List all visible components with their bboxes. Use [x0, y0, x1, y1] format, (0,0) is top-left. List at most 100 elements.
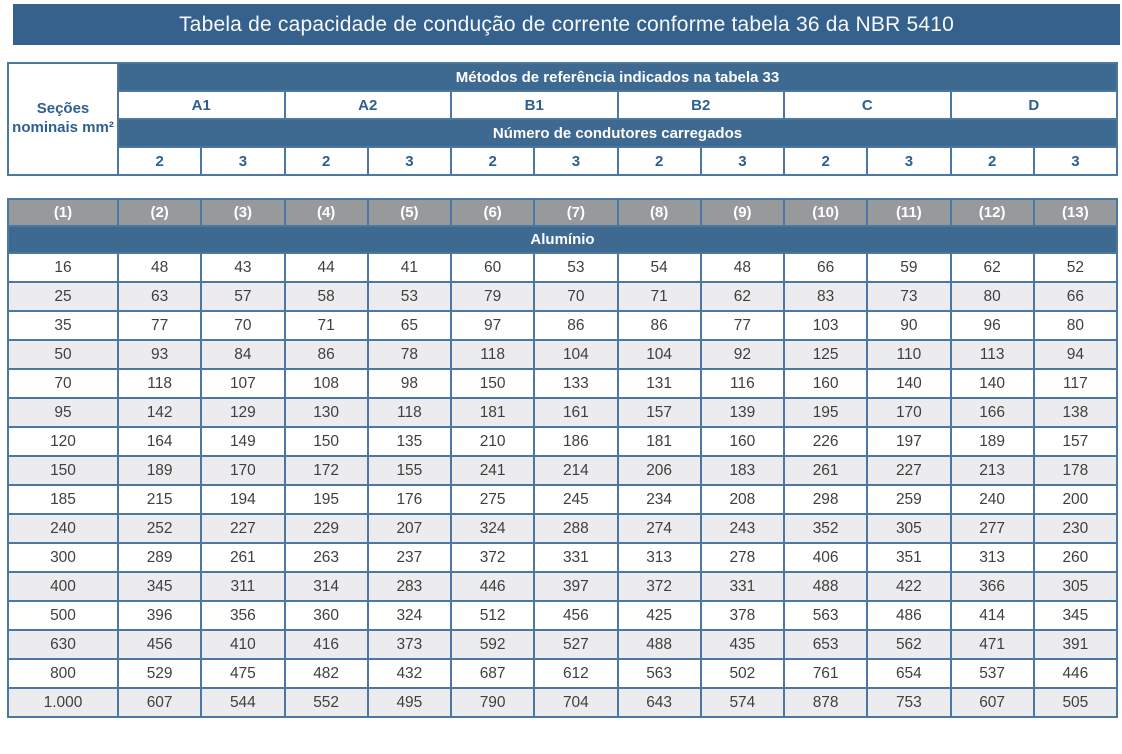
value-cell: 197 [866, 426, 952, 457]
table-row: 35 77 70 71 65 97 86 86 77 103 90 96 80 [7, 310, 1119, 341]
value-cell: 277 [949, 513, 1035, 544]
conductor-count-cell: 2 [616, 146, 702, 176]
value-cell: 574 [699, 687, 786, 718]
value-cell: 172 [283, 455, 369, 486]
value-cell: 97 [449, 310, 536, 341]
value-cell: 79 [449, 281, 536, 312]
conductor-count-cell: 3 [1032, 146, 1119, 176]
value-cell: 215 [116, 484, 203, 515]
value-cell: 562 [866, 629, 952, 660]
value-cell: 311 [200, 571, 286, 602]
value-cell: 189 [949, 426, 1035, 457]
conductor-count-cell: 3 [533, 146, 619, 176]
value-cell: 150 [283, 426, 369, 457]
table-row: 70 118 107 108 98 150 133 131 116 160 140 140 117 [7, 368, 1119, 399]
value-cell: 563 [782, 600, 869, 631]
value-cell: 289 [116, 542, 203, 573]
value-cell: 552 [283, 687, 369, 718]
value-cell: 288 [533, 513, 619, 544]
material-row: Alumínio [7, 225, 1118, 254]
value-cell: 135 [366, 426, 453, 457]
value-cell: 71 [616, 281, 702, 312]
conductor-count-cell: 2 [283, 146, 369, 176]
section-cell: 185 [7, 484, 119, 515]
value-cell: 229 [283, 513, 369, 544]
value-cell: 305 [866, 513, 952, 544]
method-header-cell: B1 [450, 90, 619, 120]
section-cell: 70 [7, 368, 119, 399]
section-cell: 800 [7, 658, 119, 689]
value-cell: 103 [782, 310, 869, 341]
value-cell: 397 [533, 571, 619, 602]
value-cell: 226 [782, 426, 869, 457]
conductor-count-cell: 3 [866, 146, 952, 176]
value-cell: 237 [366, 542, 453, 573]
value-cell: 360 [283, 600, 369, 631]
value-cell: 298 [782, 484, 869, 515]
value-cell: 372 [449, 542, 536, 573]
methods-header-cell: Métodos de referência indicados na tabel… [117, 62, 1118, 92]
value-cell: 118 [449, 339, 536, 370]
value-cell: 117 [1032, 368, 1119, 399]
value-cell: 195 [782, 397, 869, 428]
value-cell: 160 [699, 426, 786, 457]
value-cell: 324 [449, 513, 536, 544]
value-cell: 512 [449, 600, 536, 631]
value-cell: 77 [699, 310, 786, 341]
conductor-count-cell: 2 [449, 146, 536, 176]
conductor-count-cell: 3 [699, 146, 786, 176]
value-cell: 259 [866, 484, 952, 515]
table-row: 400 345 311 314 283 446 397 372 331 488 422 366 305 [7, 571, 1119, 602]
value-cell: 195 [283, 484, 369, 515]
value-cell: 54 [616, 252, 702, 283]
value-cell: 305 [1032, 571, 1119, 602]
value-cell: 108 [283, 368, 369, 399]
value-cell: 213 [949, 455, 1035, 486]
value-cell: 544 [200, 687, 286, 718]
value-cell: 110 [866, 339, 952, 370]
value-cell: 77 [116, 310, 203, 341]
method-header-cell: A1 [117, 90, 286, 120]
column-ref-cell: (9) [699, 198, 786, 227]
value-cell: 653 [782, 629, 869, 660]
conductor-count-cell: 3 [200, 146, 286, 176]
value-cell: 607 [949, 687, 1035, 718]
value-cell: 435 [699, 629, 786, 660]
value-cell: 592 [449, 629, 536, 660]
value-cell: 446 [1032, 658, 1119, 689]
value-cell: 241 [449, 455, 536, 486]
value-cell: 324 [366, 600, 453, 631]
value-cell: 486 [866, 600, 952, 631]
column-ref-cell: (8) [616, 198, 702, 227]
value-cell: 78 [366, 339, 453, 370]
methods-row: A1 A2 B1 B2 C D [8, 90, 1118, 120]
value-cell: 753 [866, 687, 952, 718]
value-cell: 170 [866, 397, 952, 428]
value-cell: 414 [949, 600, 1035, 631]
method-header-cell: B2 [616, 90, 785, 120]
value-cell: 878 [782, 687, 869, 718]
value-cell: 425 [616, 600, 702, 631]
value-cell: 66 [782, 252, 869, 283]
table-row: 1.000 607 544 552 495 790 704 643 574 878 753 607 50… [7, 687, 1119, 718]
value-cell: 104 [533, 339, 619, 370]
value-cell: 133 [533, 368, 619, 399]
value-cell: 70 [200, 310, 286, 341]
table-row: 50 93 84 86 78 118 104 104 92 125 110 113 94 [7, 339, 1119, 370]
value-cell: 331 [699, 571, 786, 602]
value-cell: 456 [533, 600, 619, 631]
section-cell: 25 [7, 281, 119, 312]
value-cell: 654 [866, 658, 952, 689]
section-cell: 500 [7, 600, 119, 631]
value-cell: 227 [200, 513, 286, 544]
table-row: 120 164 149 150 135 210 186 181 160 226 197 189 157 [7, 426, 1119, 457]
value-cell: 155 [366, 455, 453, 486]
value-cell: 378 [699, 600, 786, 631]
column-ref-cell: (5) [366, 198, 453, 227]
value-cell: 80 [1032, 310, 1119, 341]
value-cell: 66 [1032, 281, 1119, 312]
value-cell: 263 [283, 542, 369, 573]
value-cell: 94 [1032, 339, 1119, 370]
value-cell: 488 [782, 571, 869, 602]
value-cell: 170 [200, 455, 286, 486]
